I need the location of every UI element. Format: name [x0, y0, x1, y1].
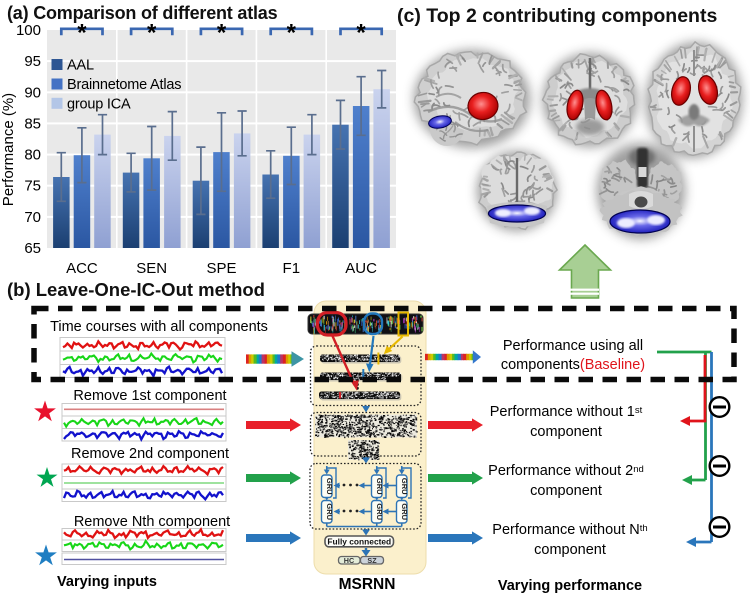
- svg-text:GRU: GRU: [325, 478, 334, 495]
- svg-text:component: component: [534, 542, 606, 558]
- svg-text:Remove Nth component: Remove Nth component: [74, 514, 230, 530]
- svg-text:65: 65: [24, 240, 41, 257]
- svg-text:Brainnetome Atlas: Brainnetome Atlas: [67, 77, 181, 93]
- svg-text:Fully connected: Fully connected: [327, 536, 391, 546]
- svg-text:Performance using all: Performance using all: [503, 338, 643, 354]
- svg-text:90: 90: [24, 84, 41, 101]
- svg-text:85: 85: [24, 115, 41, 132]
- svg-text:Varying performance: Varying performance: [498, 578, 642, 593]
- svg-text:SEN: SEN: [136, 260, 167, 277]
- svg-text:Performance without 2nd: Performance without 2nd: [488, 463, 644, 479]
- svg-text:*: *: [217, 20, 227, 47]
- svg-text:GRU: GRU: [400, 503, 409, 520]
- svg-text:95: 95: [24, 53, 41, 70]
- svg-text:AUC: AUC: [345, 260, 377, 277]
- svg-text:*: *: [287, 20, 297, 47]
- svg-text:ACC: ACC: [66, 260, 98, 277]
- svg-text:group ICA: group ICA: [67, 96, 131, 112]
- svg-text:component: component: [530, 483, 602, 499]
- svg-text:*: *: [356, 20, 366, 47]
- svg-text:SPE: SPE: [206, 260, 236, 277]
- svg-text:Remove 1st component: Remove 1st component: [73, 388, 226, 404]
- svg-text:GRU: GRU: [325, 503, 334, 520]
- svg-text:(a) Comparison of different at: (a) Comparison of different atlas: [7, 3, 278, 23]
- svg-text:75: 75: [24, 178, 41, 195]
- svg-text:80: 80: [24, 147, 41, 164]
- svg-text:Time courses with all componen: Time courses with all components: [50, 319, 268, 335]
- svg-text:GRU: GRU: [375, 478, 384, 495]
- svg-text:70: 70: [24, 209, 41, 226]
- svg-text:(b) Leave-One-IC-Out method: (b) Leave-One-IC-Out method: [7, 279, 265, 300]
- svg-text:Performance without 1st: Performance without 1st: [490, 404, 643, 420]
- svg-text:HC: HC: [344, 556, 354, 565]
- svg-text:SZ: SZ: [367, 556, 377, 565]
- svg-text:MSRNN: MSRNN: [339, 576, 396, 593]
- svg-text:Remove 2nd component: Remove 2nd component: [71, 446, 229, 462]
- svg-text:GRU: GRU: [400, 478, 409, 495]
- svg-text:AAL: AAL: [67, 58, 94, 74]
- svg-text:GRU: GRU: [375, 503, 384, 520]
- svg-text:Performance without Nth: Performance without Nth: [492, 522, 647, 538]
- svg-text:(c) Top 2 contributing compone: (c) Top 2 contributing components: [397, 5, 717, 27]
- svg-text:100: 100: [16, 22, 41, 39]
- svg-text:component: component: [530, 424, 602, 440]
- svg-text:*: *: [77, 20, 87, 47]
- svg-text:Varying inputs: Varying inputs: [57, 574, 157, 590]
- svg-text:Performance (%): Performance (%): [0, 93, 17, 206]
- svg-text:F1: F1: [283, 260, 301, 277]
- svg-text:*: *: [147, 20, 157, 47]
- svg-text:components(Baseline): components(Baseline): [501, 357, 645, 373]
